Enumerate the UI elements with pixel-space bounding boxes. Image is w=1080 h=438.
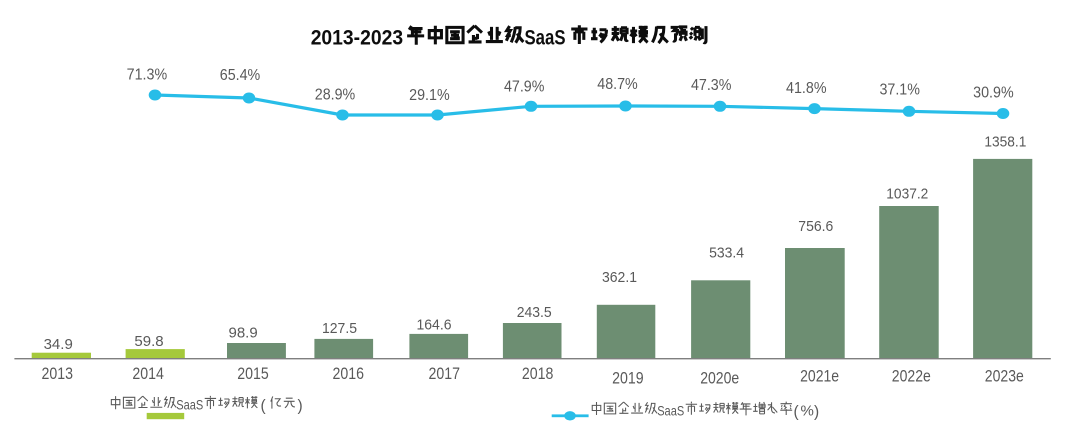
svg-text:2014: 2014 bbox=[132, 365, 164, 383]
svg-text:2013-2023: 2013-2023 bbox=[311, 26, 403, 50]
svg-text:127.5: 127.5 bbox=[322, 320, 357, 337]
svg-text:41.8%: 41.8% bbox=[786, 80, 827, 97]
svg-text:2018: 2018 bbox=[522, 365, 554, 383]
svg-text:2016: 2016 bbox=[333, 365, 365, 383]
svg-text:2022e: 2022e bbox=[892, 367, 931, 385]
svg-text:2013: 2013 bbox=[42, 365, 74, 383]
svg-text:48.7%: 48.7% bbox=[597, 76, 638, 93]
svg-text:98.9: 98.9 bbox=[228, 324, 257, 341]
svg-text:2019: 2019 bbox=[612, 370, 644, 388]
svg-text:533.4: 533.4 bbox=[709, 245, 744, 262]
svg-text:164.6: 164.6 bbox=[417, 316, 452, 333]
svg-text:30.9%: 30.9% bbox=[973, 85, 1014, 102]
svg-text:SaaS: SaaS bbox=[525, 26, 566, 50]
svg-text:28.9%: 28.9% bbox=[315, 87, 356, 104]
svg-text:2023e: 2023e bbox=[985, 367, 1024, 385]
svg-text:(: ( bbox=[261, 398, 267, 415]
svg-text:1037.2: 1037.2 bbox=[886, 185, 928, 202]
svg-text:(: ( bbox=[794, 404, 800, 421]
svg-text:2017: 2017 bbox=[429, 365, 461, 383]
svg-text:34.9: 34.9 bbox=[44, 336, 73, 353]
svg-text:71.3%: 71.3% bbox=[127, 67, 168, 84]
svg-text:59.8: 59.8 bbox=[134, 333, 163, 350]
svg-text:29.1%: 29.1% bbox=[409, 87, 450, 104]
svg-text:65.4%: 65.4% bbox=[220, 67, 261, 84]
svg-text:47.9%: 47.9% bbox=[504, 78, 545, 95]
svg-text:): ) bbox=[814, 404, 819, 421]
svg-text:2015: 2015 bbox=[237, 365, 269, 383]
svg-text:SaaS: SaaS bbox=[176, 397, 203, 413]
svg-text:%: % bbox=[801, 403, 814, 420]
svg-text:37.1%: 37.1% bbox=[879, 82, 920, 99]
svg-text:2020e: 2020e bbox=[700, 370, 739, 388]
svg-text:1358.1: 1358.1 bbox=[984, 134, 1026, 151]
svg-text:): ) bbox=[298, 398, 303, 415]
svg-text:362.1: 362.1 bbox=[602, 269, 637, 286]
svg-text:47.3%: 47.3% bbox=[691, 77, 732, 94]
svg-text:243.5: 243.5 bbox=[517, 304, 552, 321]
svg-text:756.6: 756.6 bbox=[798, 218, 833, 235]
svg-text:2021e: 2021e bbox=[800, 367, 839, 385]
svg-text:SaaS: SaaS bbox=[657, 403, 684, 419]
